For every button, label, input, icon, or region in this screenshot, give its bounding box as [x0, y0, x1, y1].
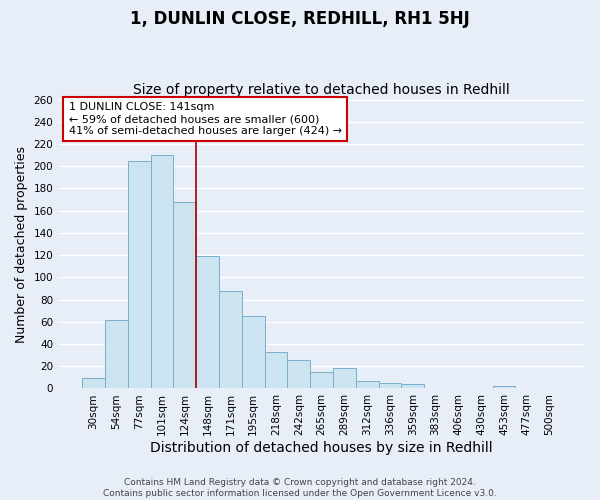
- X-axis label: Distribution of detached houses by size in Redhill: Distribution of detached houses by size …: [150, 441, 493, 455]
- Bar: [287, 360, 310, 388]
- Bar: [105, 320, 128, 388]
- Text: 1 DUNLIN CLOSE: 141sqm
← 59% of detached houses are smaller (600)
41% of semi-de: 1 DUNLIN CLOSE: 141sqm ← 59% of detached…: [69, 102, 342, 136]
- Bar: [219, 290, 242, 388]
- Title: Size of property relative to detached houses in Redhill: Size of property relative to detached ho…: [133, 83, 510, 97]
- Bar: [196, 256, 219, 388]
- Text: 1, DUNLIN CLOSE, REDHILL, RH1 5HJ: 1, DUNLIN CLOSE, REDHILL, RH1 5HJ: [130, 10, 470, 28]
- Bar: [151, 155, 173, 388]
- Text: Contains HM Land Registry data © Crown copyright and database right 2024.
Contai: Contains HM Land Registry data © Crown c…: [103, 478, 497, 498]
- Bar: [310, 372, 333, 388]
- Y-axis label: Number of detached properties: Number of detached properties: [15, 146, 28, 342]
- Bar: [173, 202, 196, 388]
- Bar: [356, 380, 379, 388]
- Bar: [493, 386, 515, 388]
- Bar: [128, 160, 151, 388]
- Bar: [242, 316, 265, 388]
- Bar: [333, 368, 356, 388]
- Bar: [265, 352, 287, 389]
- Bar: [401, 384, 424, 388]
- Bar: [379, 383, 401, 388]
- Bar: [82, 378, 105, 388]
